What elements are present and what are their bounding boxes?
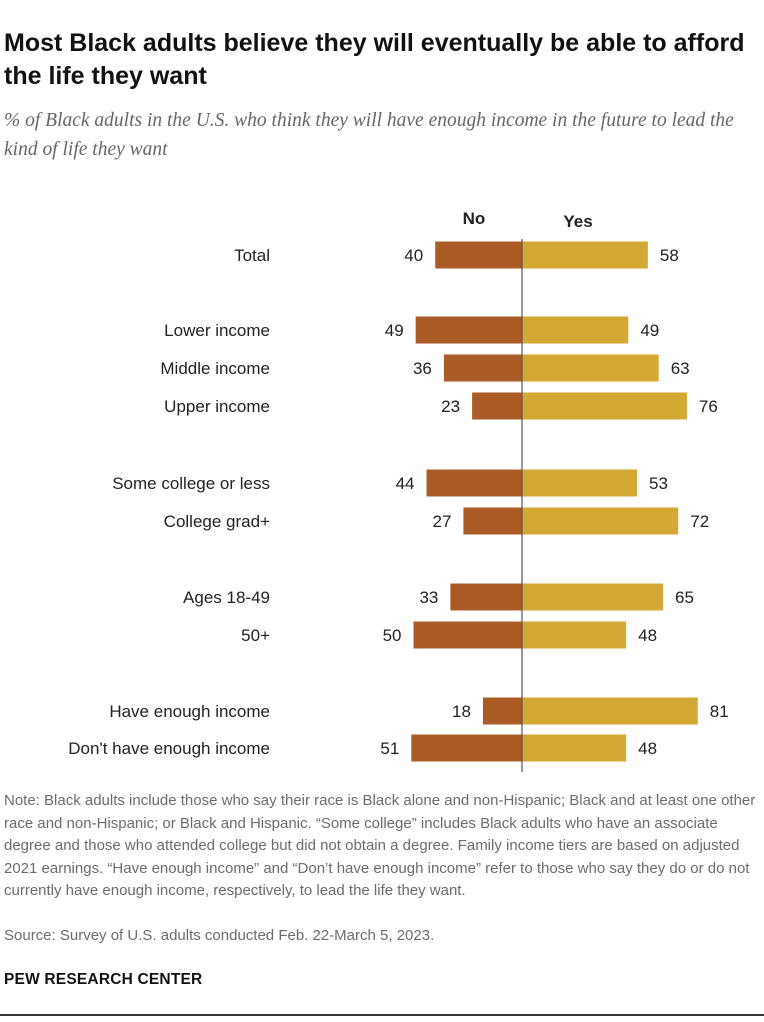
header-yes: Yes [563, 212, 592, 231]
bar-no-50 [413, 621, 522, 649]
value-no-middle-income: 36 [413, 359, 432, 378]
chart-title: Most Black adults believe they will even… [4, 29, 745, 90]
bar-no-total [435, 241, 522, 269]
bar-yes-lower-income [522, 316, 629, 344]
category-label-total: Total [234, 246, 270, 265]
value-no-ages-18-49: 33 [419, 588, 438, 607]
category-label-middle-income: Middle income [160, 359, 270, 378]
category-label-don-t-have-enough-income: Don't have enough income [68, 739, 270, 758]
category-label-have-enough-income: Have enough income [109, 702, 270, 721]
value-yes-don-t-have-enough-income: 48 [638, 739, 657, 758]
value-yes-lower-income: 49 [640, 321, 659, 340]
bar-yes-ages-18-49 [522, 583, 664, 611]
bottom-rule [0, 1014, 764, 1016]
bar-yes-college-grad [522, 507, 679, 535]
bar-yes-some-college-or-less [522, 469, 638, 497]
bar-yes-upper-income [522, 392, 687, 420]
bar-yes-don-t-have-enough-income [522, 734, 627, 762]
bar-yes-50 [522, 621, 627, 649]
value-yes-have-enough-income: 81 [710, 702, 729, 721]
bar-no-ages-18-49 [450, 583, 522, 611]
value-no-50: 50 [383, 626, 402, 645]
value-yes-some-college-or-less: 53 [649, 474, 668, 493]
category-label-50: 50+ [241, 626, 270, 645]
value-yes-middle-income: 63 [671, 359, 690, 378]
category-label-ages-18-49: Ages 18-49 [183, 588, 270, 607]
bar-no-don-t-have-enough-income [411, 734, 522, 762]
bar-yes-total [522, 241, 648, 269]
category-label-lower-income: Lower income [164, 321, 270, 340]
bar-no-upper-income [472, 392, 522, 420]
value-no-lower-income: 49 [385, 321, 404, 340]
value-yes-upper-income: 76 [699, 397, 718, 416]
value-yes-ages-18-49: 65 [675, 588, 694, 607]
value-yes-50: 48 [638, 626, 657, 645]
value-no-don-t-have-enough-income: 51 [380, 739, 399, 758]
bar-yes-have-enough-income [522, 697, 698, 725]
diverging-bar-chart: No Yes Total 40 58 Lower income 49 49 Middle inc… [68, 209, 729, 772]
value-no-college-grad: 27 [432, 512, 451, 531]
chart-source: Source: Survey of U.S. adults conducted … [4, 927, 435, 944]
value-no-upper-income: 23 [441, 397, 460, 416]
bar-no-have-enough-income [482, 697, 522, 725]
category-label-college-grad: College grad+ [164, 512, 270, 531]
value-no-total: 40 [404, 246, 423, 265]
category-label-some-college-or-less: Some college or less [112, 474, 270, 493]
chart-note: Note: Black adults include those who say… [4, 792, 756, 899]
value-no-some-college-or-less: 44 [396, 474, 415, 493]
bar-no-some-college-or-less [426, 469, 522, 497]
bar-no-college-grad [463, 507, 522, 535]
pew-logo-text: PEW RESEARCH CENTER [4, 971, 203, 988]
chart-subtitle: % of Black adults in the U.S. who think … [4, 110, 734, 160]
header-no: No [463, 209, 486, 228]
value-yes-college-grad: 72 [690, 512, 709, 531]
value-yes-total: 58 [660, 246, 679, 265]
category-label-upper-income: Upper income [164, 397, 270, 416]
bar-no-lower-income [415, 316, 522, 344]
value-no-have-enough-income: 18 [452, 702, 471, 721]
bar-no-middle-income [443, 354, 522, 382]
bar-yes-middle-income [522, 354, 659, 382]
